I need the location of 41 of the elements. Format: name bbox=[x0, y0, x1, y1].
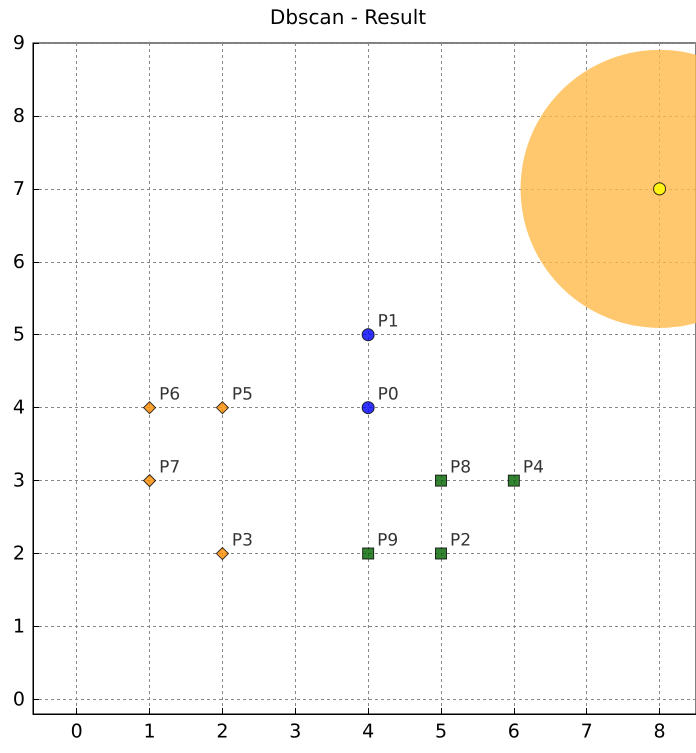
point bbox=[143, 401, 156, 414]
y-tick-label: 9 bbox=[12, 32, 25, 54]
data-label: P5 bbox=[232, 384, 254, 405]
data-label: P6 bbox=[159, 384, 180, 405]
y-tick-label: 5 bbox=[12, 324, 25, 346]
point bbox=[362, 548, 374, 560]
y-tick-label: 0 bbox=[12, 688, 25, 710]
data-label: P4 bbox=[522, 458, 544, 478]
y-tick-label: 6 bbox=[12, 250, 25, 273]
data-label: P2 bbox=[450, 530, 472, 551]
x-tick-label: 3 bbox=[289, 720, 302, 742]
x-tick-label: 4 bbox=[362, 720, 374, 742]
data-label: P7 bbox=[159, 458, 180, 478]
y-tick-label: 7 bbox=[12, 178, 25, 200]
chart-title: Dbscan - Result bbox=[270, 5, 426, 29]
y-tick-label: 3 bbox=[12, 470, 25, 492]
x-tick-label: 1 bbox=[144, 720, 156, 742]
x-tick-label: 8 bbox=[654, 720, 666, 742]
x-tick-label: 6 bbox=[508, 720, 520, 742]
point bbox=[435, 548, 447, 560]
x-tick-label: 7 bbox=[580, 720, 593, 742]
point bbox=[143, 474, 156, 488]
point bbox=[653, 182, 666, 196]
x-tick-label: 0 bbox=[70, 720, 83, 742]
data-label: P3 bbox=[232, 530, 254, 551]
x-tick-label: 2 bbox=[216, 720, 228, 742]
point bbox=[216, 547, 229, 560]
y-tick-label: 1 bbox=[12, 615, 25, 638]
x-tick-label: 5 bbox=[434, 720, 448, 742]
y-tick-label: 4 bbox=[12, 396, 25, 419]
y-tick-label: 8 bbox=[12, 104, 25, 127]
point bbox=[435, 474, 447, 487]
data-label: P0 bbox=[378, 384, 399, 405]
point bbox=[362, 401, 375, 414]
point bbox=[508, 474, 520, 487]
point bbox=[362, 328, 375, 342]
data-label: P1 bbox=[378, 312, 399, 332]
y-tick-label: 2 bbox=[12, 542, 25, 565]
point bbox=[216, 401, 229, 414]
data-label: P8 bbox=[450, 458, 472, 478]
data-label: P9 bbox=[377, 530, 398, 551]
